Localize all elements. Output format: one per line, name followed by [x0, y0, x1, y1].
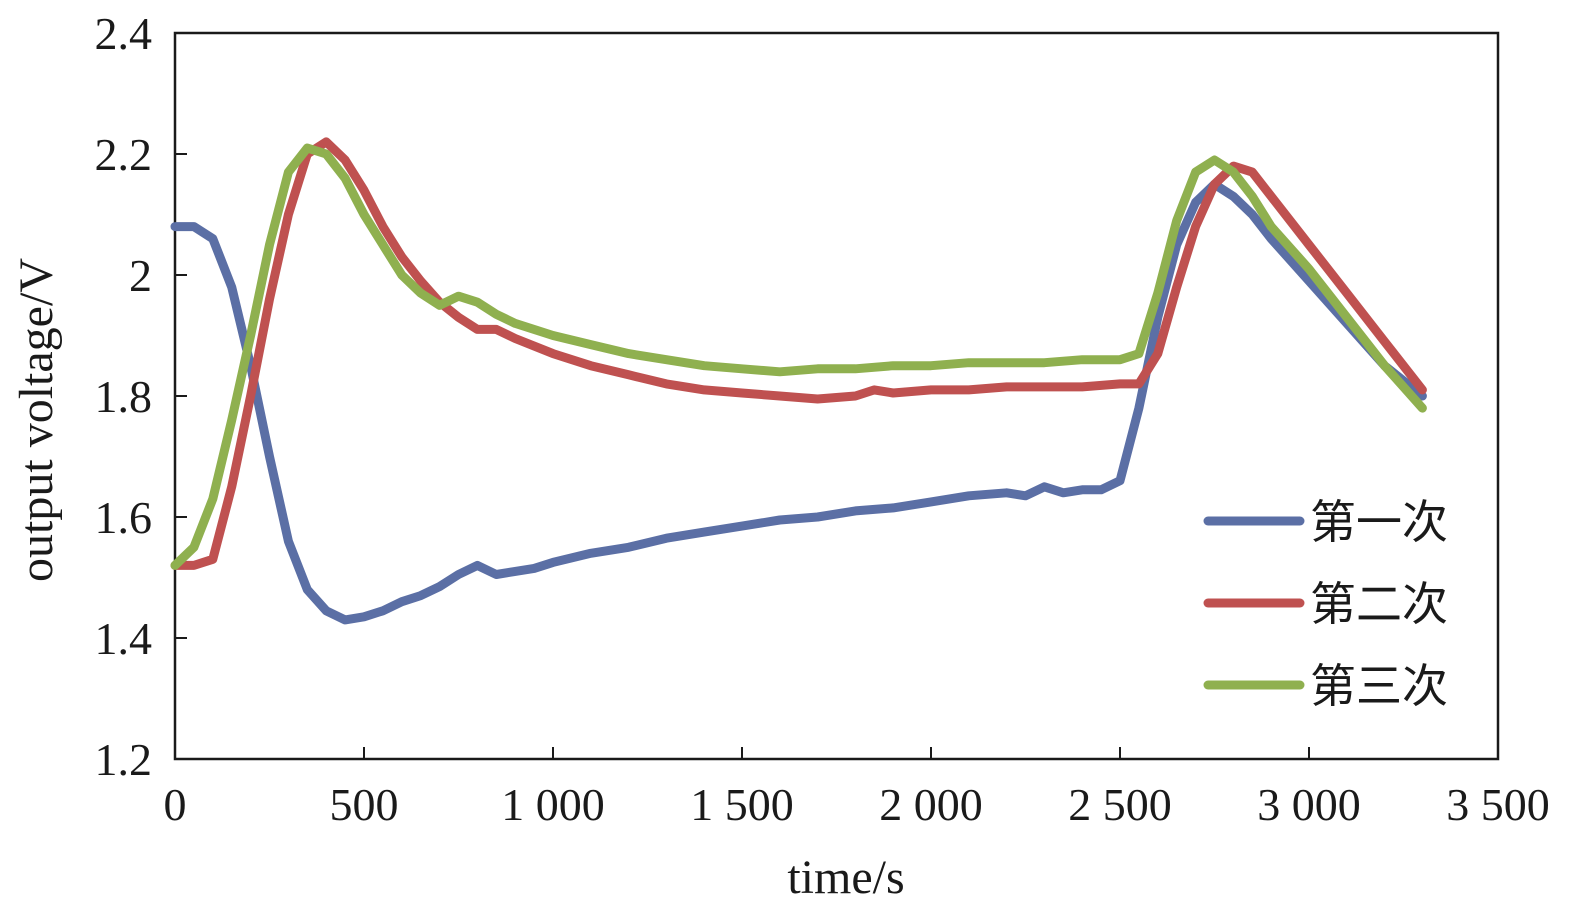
- legend-label: 第二次: [1310, 577, 1448, 631]
- x-tick-label: 3 500: [1446, 779, 1550, 830]
- series-line-1: [170, 179, 1427, 625]
- series-layer: [170, 137, 1427, 625]
- series-line-3: [170, 143, 1427, 570]
- x-tick-label: 0: [164, 779, 187, 830]
- y-axis-title: output voltage/V: [10, 258, 63, 582]
- x-tick-label: 3 000: [1257, 779, 1361, 830]
- y-tick-label: 1.4: [95, 613, 153, 664]
- x-axis-ticks: 0 500 1 000 1 500 2 000 2 500 3 000 3 500: [164, 747, 1550, 830]
- y-tick-label: 2.4: [95, 8, 153, 59]
- y-axis-ticks: 1.2 1.4 1.6 1.8 2 2.2 2.4: [95, 8, 187, 785]
- y-tick-label: 1.8: [95, 371, 153, 422]
- x-tick-label: 1 000: [501, 779, 605, 830]
- x-tick-label: 500: [330, 779, 399, 830]
- x-tick-label: 2 000: [879, 779, 983, 830]
- x-tick-label: 1 500: [690, 779, 794, 830]
- y-tick-label: 2: [129, 250, 152, 301]
- legend-label: 第一次: [1310, 495, 1448, 549]
- x-axis-title: time/s: [787, 851, 904, 904]
- series-line-2: [170, 137, 1427, 570]
- legend-label: 第三次: [1310, 659, 1448, 713]
- y-tick-label: 1.6: [95, 492, 153, 543]
- y-tick-label: 1.2: [95, 734, 153, 785]
- x-tick-label: 2 500: [1068, 779, 1172, 830]
- y-tick-label: 2.2: [95, 129, 153, 180]
